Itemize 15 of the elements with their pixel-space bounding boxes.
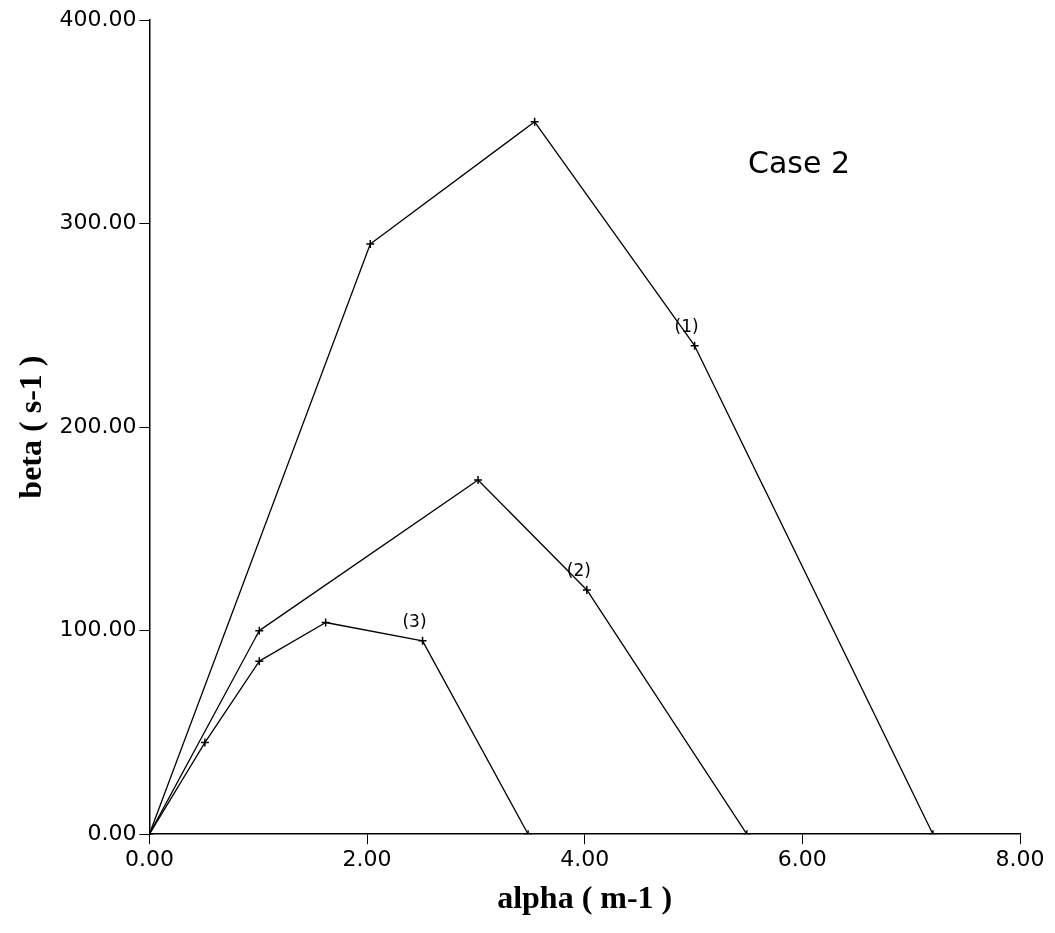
x-tick-label: 4.00 [560,846,610,872]
y-tick-label: 200.00 [59,412,137,438]
annotation: Case 2 [747,144,850,180]
series-label: (2) [566,559,591,580]
y-tick-label: 300.00 [59,209,137,235]
y-tick-label: 400.00 [59,5,137,31]
x-axis-title: alpha ( m-1 ) [497,879,673,916]
series-label: (3) [402,610,427,631]
x-tick-label: 8.00 [995,846,1045,872]
y-axis-title: beta ( s-1 ) [12,355,49,499]
y-tick-label: 100.00 [59,616,137,642]
x-tick-label: 0.00 [124,846,174,872]
y-tick-label: 0.00 [87,819,137,845]
x-tick-label: 6.00 [777,846,827,872]
x-tick-label: 2.00 [342,846,392,872]
